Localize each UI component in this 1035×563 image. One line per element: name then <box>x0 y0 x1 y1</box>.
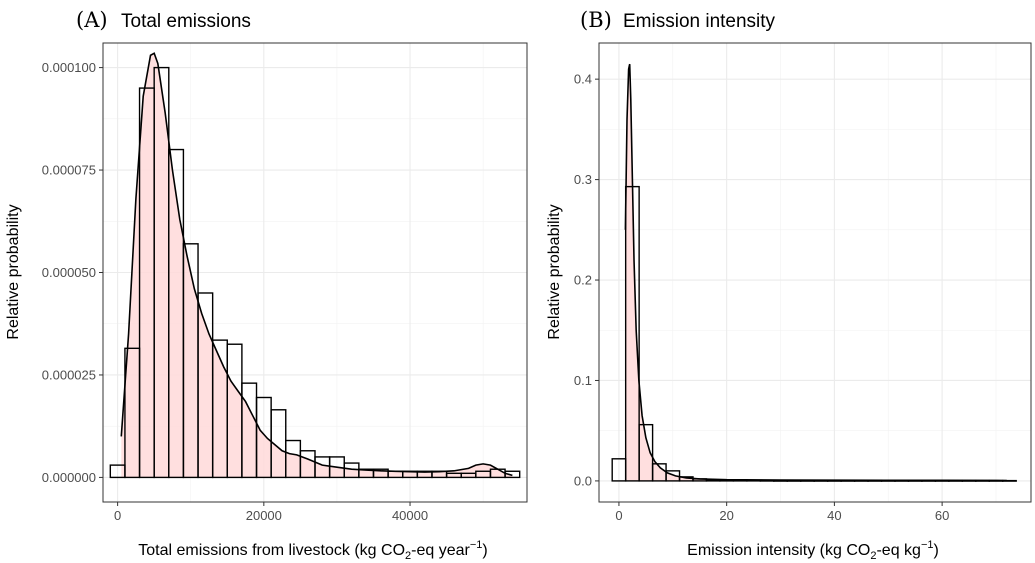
panel-b-xlabel-end: ) <box>933 542 938 559</box>
x-tick-label: 40 <box>827 508 841 523</box>
panel-b-xlabel-main: Emission intensity (kg CO <box>687 542 870 559</box>
histogram-bar <box>638 423 654 482</box>
y-tick-label: 0.000050 <box>42 265 96 280</box>
density-line <box>120 52 513 477</box>
y-tick-label: 0.000025 <box>42 367 96 382</box>
histogram-bar <box>504 470 521 479</box>
panel-b-label: (B) <box>580 8 612 32</box>
panel-a-xlabel-main: Total emissions from livestock (kg CO <box>138 542 405 559</box>
panel-a-label: (A) <box>76 8 108 32</box>
y-tick-label: 0.2 <box>574 273 592 288</box>
panel-b-y-axis-label: Relative probability <box>546 204 563 339</box>
density-area <box>121 53 513 478</box>
y-tick-label: 0.000000 <box>42 470 96 485</box>
density-area <box>625 64 1007 481</box>
y-tick-label: 0.4 <box>574 72 592 87</box>
panel-a-x-axis-label: Total emissions from livestock (kg CO2-e… <box>138 539 487 562</box>
panel-b-xlabel-sub: 2 <box>870 550 876 562</box>
x-tick-label: 0 <box>114 508 121 523</box>
panel-a-xlabel-end: ) <box>482 542 487 559</box>
panel-a-xlabel-sub: 2 <box>405 550 411 562</box>
panel-a-xlabel-sup: −1 <box>470 539 483 551</box>
y-tick-label: 0.000100 <box>42 60 96 75</box>
panel-a-xlabel-mid: -eq year <box>411 542 470 559</box>
density-line <box>624 63 1007 482</box>
x-tick-label: 20000 <box>246 508 282 523</box>
x-tick-label: 20 <box>719 508 733 523</box>
panel-a-title: Total emissions <box>121 11 251 32</box>
panel-a-ticks: 0 20000 40000 0.000000 0.000025 0.000050 0.000… <box>42 60 428 523</box>
y-tick-label: 0.3 <box>574 172 592 187</box>
panel-b-grid <box>599 43 1031 502</box>
panel-b-marks <box>611 63 1017 482</box>
x-tick-label: 60 <box>935 508 949 523</box>
panel-b-border <box>598 42 1032 503</box>
panel-b: (B) Emission intensity 0 20 40 600.00.10.20… <box>546 8 1032 562</box>
panel-a: (A) Total emissions 0 20000 400000.0000000… <box>5 8 528 562</box>
panel-b-ticks: 0 20 40 60 0.0 0.1 0.2 0.3 0.4 <box>574 72 949 523</box>
panel-b-xlabel-sup: −1 <box>921 539 934 551</box>
x-tick-label: 40000 <box>392 508 428 523</box>
y-tick-label: 0.000075 <box>42 163 96 178</box>
panel-b-x-axis-label: Emission intensity (kg CO2-eq kg−1) <box>687 539 939 562</box>
y-tick-label: 0.1 <box>574 373 592 388</box>
panel-b-title: Emission intensity <box>623 11 776 32</box>
panel-a-marks <box>109 52 521 479</box>
panel-b-xlabel-mid: -eq kg <box>876 542 920 559</box>
y-tick-label: 0.0 <box>574 473 592 488</box>
x-tick-label: 0 <box>615 508 622 523</box>
panel-a-border <box>102 42 528 503</box>
panel-a-y-axis-label: Relative probability <box>5 204 22 339</box>
